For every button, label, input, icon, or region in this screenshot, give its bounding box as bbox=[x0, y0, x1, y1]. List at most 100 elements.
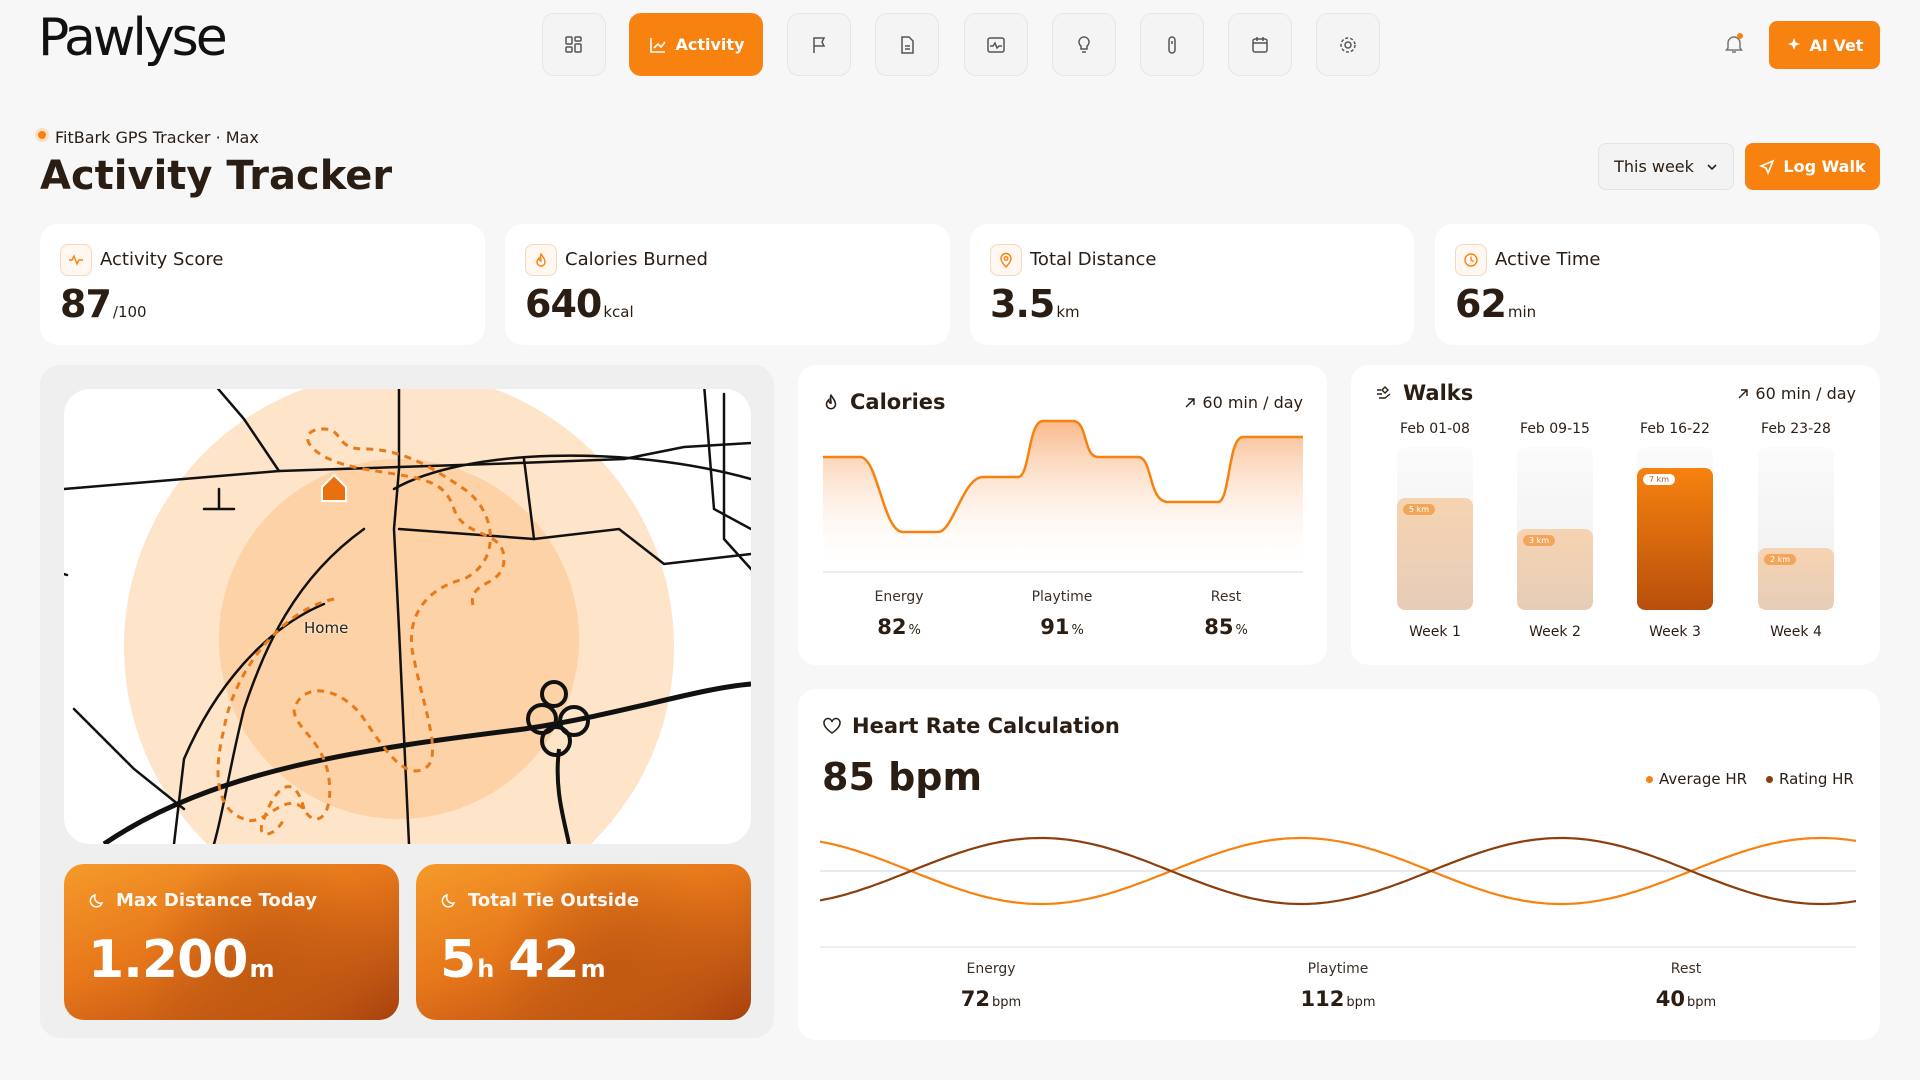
decoration: 2 km bbox=[1758, 447, 1834, 610]
map-home-label: Home bbox=[304, 619, 349, 637]
metric: Energy 82% bbox=[819, 589, 979, 639]
heart-rate-value: 85 bpm bbox=[822, 755, 983, 799]
decoration bbox=[555, 748, 571, 844]
week-range: Feb 09-15 bbox=[1520, 421, 1590, 437]
decoration bbox=[823, 717, 841, 734]
value: 40 bbox=[1655, 987, 1686, 1011]
decoration bbox=[565, 35, 582, 53]
nav-settings[interactable] bbox=[1316, 13, 1380, 76]
card-title: Calories bbox=[822, 390, 946, 414]
stat-card: Activity Score 87/100 bbox=[40, 224, 485, 345]
decoration bbox=[1253, 36, 1267, 44]
decoration bbox=[1725, 33, 1743, 53]
week-bar: 3 km bbox=[1517, 529, 1593, 610]
calories-card: Calories 60 min / day Energy 82% Playtime… bbox=[798, 365, 1327, 665]
nav-reports[interactable] bbox=[875, 13, 939, 76]
decoration bbox=[172, 602, 326, 844]
highlight-value: 5h 42m bbox=[440, 930, 606, 990]
map[interactable]: Home bbox=[64, 389, 751, 844]
decoration bbox=[1344, 40, 1352, 49]
decoration bbox=[703, 389, 751, 531]
map-graphic bbox=[64, 389, 751, 844]
decoration: 72 bpm bbox=[911, 987, 1071, 1011]
decoration bbox=[212, 527, 366, 844]
week-distance: 5 km bbox=[1403, 504, 1436, 515]
decoration bbox=[990, 244, 1022, 276]
decoration bbox=[522, 457, 536, 541]
nav-device[interactable] bbox=[1140, 13, 1204, 76]
decoration bbox=[1725, 36, 1743, 51]
unit: bpm bbox=[1687, 995, 1717, 1010]
stat-value: 3.5 km bbox=[990, 282, 1080, 326]
decoration bbox=[574, 42, 582, 53]
value: 82 bbox=[877, 615, 907, 639]
week-column: Feb 16-22 7 km Week 3 bbox=[1637, 421, 1713, 640]
unit: % bbox=[908, 623, 921, 638]
stat-label: Active Time bbox=[1495, 249, 1601, 270]
period-select[interactable]: This week bbox=[1598, 143, 1734, 190]
week-label: Week 1 bbox=[1409, 624, 1461, 640]
decoration bbox=[565, 35, 573, 45]
decoration bbox=[1000, 252, 1012, 268]
log-walk-label: Log Walk bbox=[1783, 157, 1866, 176]
decoration bbox=[525, 244, 557, 276]
decoration bbox=[216, 427, 506, 823]
decoration bbox=[60, 244, 92, 276]
nav-health[interactable] bbox=[964, 13, 1028, 76]
stat-value: 640 kcal bbox=[525, 282, 634, 326]
week-bar: 2 km bbox=[1758, 548, 1834, 610]
value: 5 bbox=[440, 930, 476, 990]
metric: Energy 72 bpm bbox=[911, 961, 1071, 1011]
decoration bbox=[89, 893, 104, 908]
decoration bbox=[1464, 253, 1478, 267]
week-column: Feb 09-15 3 km Week 2 bbox=[1517, 421, 1593, 640]
value: 62 bbox=[1455, 282, 1507, 326]
decoration bbox=[216, 427, 506, 836]
wave-average bbox=[819, 836, 1857, 906]
stat-label: Activity Score bbox=[100, 249, 224, 270]
decoration bbox=[536, 252, 546, 267]
stat-value: 87/100 bbox=[60, 282, 147, 326]
decoration bbox=[1738, 388, 1749, 398]
metric-label: Rest bbox=[1210, 589, 1242, 605]
nav-activity[interactable]: Activity bbox=[629, 13, 763, 76]
highlight-label: Max Distance Today bbox=[116, 890, 317, 911]
decoration bbox=[722, 392, 751, 571]
notifications[interactable] bbox=[1722, 32, 1746, 60]
decoration bbox=[649, 37, 666, 53]
decoration bbox=[1003, 255, 1009, 261]
log-walk-button[interactable]: Log Walk bbox=[1745, 143, 1880, 190]
decoration bbox=[990, 40, 1002, 49]
decoration bbox=[1738, 388, 1749, 398]
value: 640 bbox=[525, 282, 602, 326]
decoration bbox=[64, 389, 751, 844]
decoration bbox=[1707, 163, 1717, 170]
stat-card: Active Time 62 min bbox=[1435, 224, 1880, 345]
decoration bbox=[89, 893, 104, 908]
heart-rate-card: Heart Rate Calculation 85 bpm Average HR… bbox=[798, 689, 1880, 1040]
logo[interactable]: Pawlyse bbox=[38, 8, 228, 68]
ai-vet-button[interactable]: AI Vet bbox=[1769, 21, 1880, 69]
value: 87 bbox=[60, 282, 112, 326]
nav-calendar[interactable] bbox=[1228, 13, 1292, 76]
metric-label: Energy bbox=[966, 961, 1016, 977]
decoration: 5 km bbox=[1397, 447, 1473, 610]
device-label: FitBark GPS Tracker · Max bbox=[55, 128, 259, 147]
goal: 60 min / day bbox=[1737, 384, 1856, 403]
decoration: 40 bpm bbox=[1606, 987, 1766, 1011]
nav-insights[interactable] bbox=[1052, 13, 1116, 76]
decoration bbox=[441, 893, 456, 908]
legend-item: Rating HR bbox=[1766, 770, 1854, 788]
decoration bbox=[1787, 38, 1800, 50]
nav-goals[interactable] bbox=[787, 13, 851, 76]
decoration: 85% bbox=[1146, 615, 1306, 639]
week-range: Feb 23-28 bbox=[1761, 421, 1831, 437]
title: Calories bbox=[850, 390, 946, 414]
stat-value: 62 min bbox=[1455, 282, 1536, 326]
value: 85 bbox=[1204, 615, 1234, 639]
decoration bbox=[652, 41, 666, 49]
highlight-card: Max Distance Today 1.200m bbox=[64, 864, 399, 1020]
nav-dashboard[interactable] bbox=[542, 13, 606, 76]
decoration bbox=[1646, 775, 1653, 783]
decoration bbox=[1377, 386, 1391, 399]
